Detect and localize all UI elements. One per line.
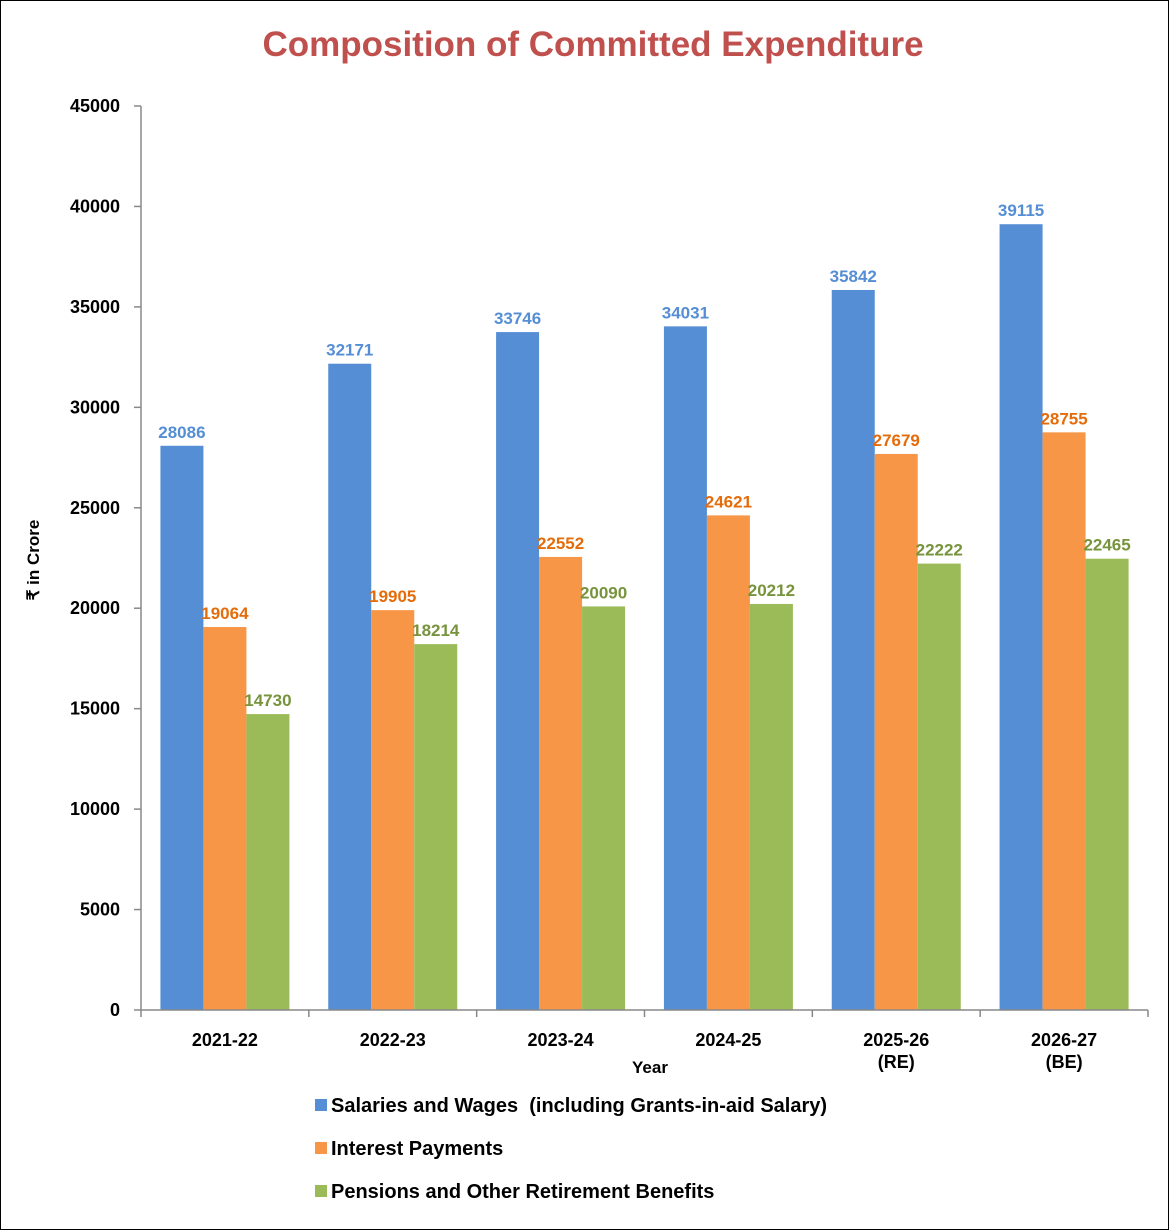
legend-swatch (315, 1185, 327, 1197)
x-tick-label: 2025-26 (863, 1030, 929, 1050)
x-tick-label: (BE) (1046, 1052, 1083, 1072)
y-axis-title: ₹ in Crore (24, 520, 43, 601)
y-tick-label: 25000 (70, 498, 120, 518)
data-label: 22222 (916, 541, 963, 560)
data-label: 28755 (1040, 409, 1087, 428)
bar (874, 453, 918, 1010)
bar (539, 556, 583, 1010)
data-label: 19064 (201, 604, 249, 623)
y-tick-label: 30000 (70, 397, 120, 417)
bar (917, 563, 961, 1010)
bar (414, 644, 458, 1010)
y-tick-label: 20000 (70, 598, 120, 618)
x-tick-label: 2021-22 (192, 1030, 258, 1050)
legend-label: Pensions and Other Retirement Benefits (331, 1181, 714, 1203)
data-labels: 28086 32171 33746 34031 35842 39115 19064 19905… (158, 201, 1130, 710)
y-axis-ticks: 0 5000 10000 15000 20000 25000 30000 35000 40000… (70, 96, 141, 1020)
bar (999, 224, 1043, 1010)
data-label: 20212 (748, 581, 795, 600)
data-label: 24621 (705, 492, 752, 511)
y-tick-label: 45000 (70, 96, 120, 116)
data-label: 33746 (494, 309, 541, 328)
x-tick-label: (RE) (878, 1052, 915, 1072)
y-tick-label: 0 (110, 1000, 120, 1020)
data-label: 20090 (580, 583, 627, 602)
data-label: 19905 (369, 587, 416, 606)
bar (1085, 558, 1129, 1010)
x-tick-label: 2023-24 (528, 1030, 594, 1050)
bar (160, 445, 204, 1011)
bar (246, 714, 290, 1010)
data-label: 18214 (412, 621, 460, 640)
legend-swatch (315, 1142, 327, 1154)
x-axis-ticks: 2021-22 2022-23 2023-24 2024-25 2025-26(RE) 2… (192, 1030, 1097, 1072)
x-tick-label: 2024-25 (695, 1030, 761, 1050)
y-tick-label: 40000 (70, 196, 120, 216)
data-label: 32171 (326, 341, 373, 360)
bar (663, 326, 707, 1011)
data-label: 22552 (537, 534, 584, 553)
bar (1042, 432, 1086, 1010)
bar (706, 515, 750, 1010)
bar (582, 606, 626, 1010)
data-label: 27679 (873, 431, 920, 450)
data-label: 22465 (1083, 536, 1130, 555)
legend: Salaries and Wages (including Grants-in-… (315, 1095, 827, 1203)
y-tick-label: 5000 (80, 900, 120, 920)
x-tick-label: 2026-27 (1031, 1030, 1097, 1050)
legend-label: Interest Payments (331, 1138, 503, 1160)
data-label: 28086 (158, 423, 205, 442)
bars (160, 224, 1129, 1011)
chart-title: Composition of Committed Expenditure (262, 25, 923, 64)
y-tick-label: 35000 (70, 297, 120, 317)
data-label: 34031 (662, 303, 709, 322)
legend-label: Salaries and Wages (including Grants-in-… (331, 1095, 827, 1117)
bar (371, 610, 415, 1010)
legend-swatch (315, 1099, 327, 1111)
y-tick-label: 15000 (70, 699, 120, 719)
bar (496, 332, 540, 1011)
data-label: 35842 (830, 267, 877, 286)
x-axis-title: Year (632, 1058, 668, 1077)
axes (140, 106, 1149, 1017)
bar (749, 603, 793, 1010)
data-label: 39115 (998, 201, 1044, 220)
x-tick-label: 2022-23 (360, 1030, 426, 1050)
bar (328, 363, 372, 1011)
bar (203, 627, 247, 1010)
bar (831, 289, 875, 1011)
y-tick-label: 10000 (70, 799, 120, 819)
data-label: 14730 (244, 691, 291, 710)
